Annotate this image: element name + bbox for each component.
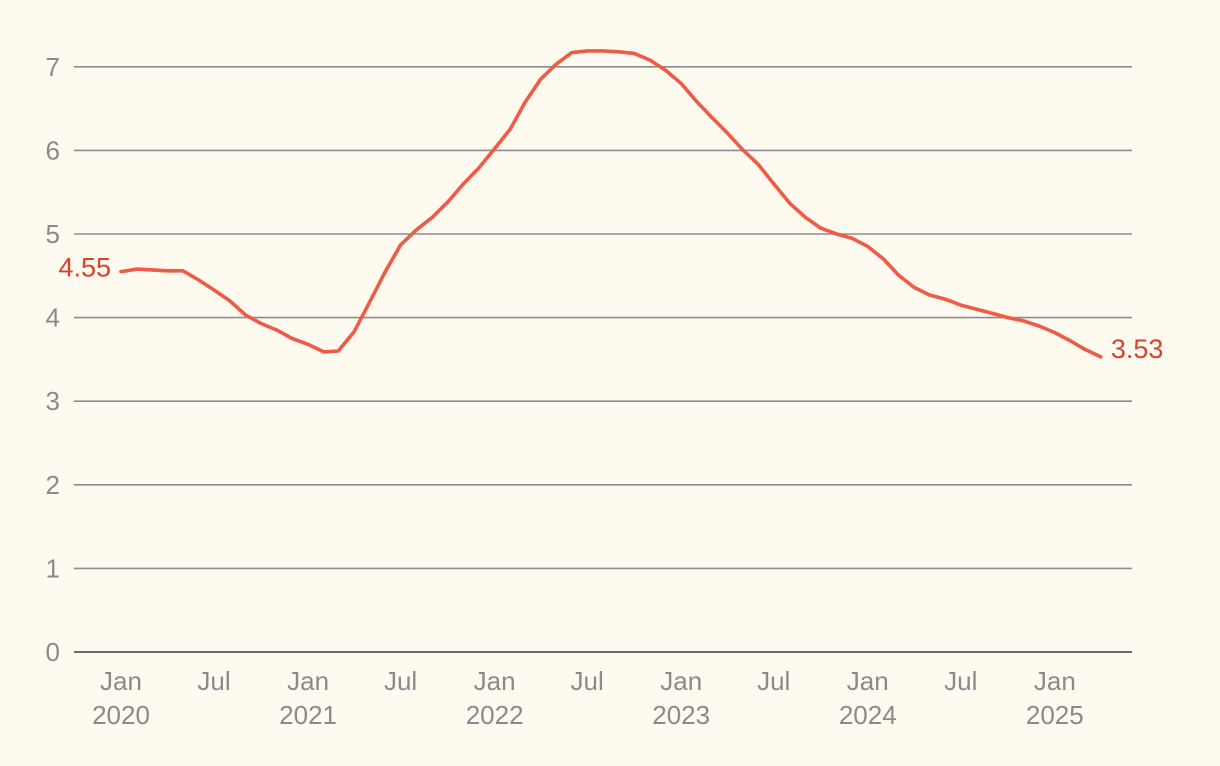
data-point bbox=[756, 163, 761, 167]
data-point bbox=[1022, 319, 1026, 323]
data-point bbox=[943, 297, 948, 301]
data-point bbox=[197, 278, 201, 282]
x-tick-year-label: 2020 bbox=[92, 700, 150, 730]
data-point bbox=[695, 100, 699, 104]
data-point bbox=[1006, 316, 1010, 320]
data-point bbox=[135, 267, 139, 271]
data-point bbox=[290, 336, 294, 341]
data-point bbox=[632, 51, 636, 56]
data-point bbox=[1069, 339, 1073, 343]
data-point bbox=[414, 228, 418, 232]
data-point bbox=[244, 313, 248, 317]
x-tick-label: Jan bbox=[847, 666, 889, 696]
data-point bbox=[990, 311, 995, 315]
data-point bbox=[648, 58, 652, 62]
gridlines bbox=[74, 66, 1132, 653]
data-point bbox=[959, 303, 963, 307]
data-point bbox=[275, 328, 279, 332]
data-point bbox=[912, 285, 916, 290]
data-point bbox=[352, 330, 356, 334]
x-tick-year-label: 2021 bbox=[279, 700, 337, 730]
data-point bbox=[740, 148, 745, 152]
y-tick-label: 5 bbox=[46, 219, 60, 249]
x-tick-label: Jan bbox=[287, 666, 329, 696]
data-point bbox=[617, 50, 621, 54]
data-point bbox=[803, 215, 808, 219]
x-tick-label: Jul bbox=[944, 666, 977, 696]
data-point bbox=[679, 81, 683, 86]
data-point bbox=[367, 301, 371, 305]
data-point bbox=[523, 101, 527, 105]
data-point bbox=[383, 270, 387, 274]
data-point bbox=[788, 201, 792, 205]
data-point bbox=[709, 115, 714, 119]
data-point bbox=[1053, 331, 1057, 335]
data-point bbox=[585, 49, 589, 53]
x-tick-label: Jul bbox=[384, 666, 417, 696]
data-point bbox=[477, 166, 481, 170]
data-point bbox=[725, 131, 729, 135]
data-point bbox=[322, 350, 326, 354]
data-point bbox=[430, 215, 434, 219]
data-point bbox=[835, 232, 839, 236]
x-tick-label: Jul bbox=[197, 666, 230, 696]
data-point bbox=[493, 147, 497, 151]
data-point bbox=[119, 270, 123, 274]
y-tick-label: 0 bbox=[46, 637, 60, 667]
x-tick-label: Jul bbox=[571, 666, 604, 696]
data-point bbox=[601, 49, 605, 53]
data-point bbox=[570, 51, 574, 55]
end-value-label: 3.53 bbox=[1111, 334, 1164, 364]
data-point bbox=[306, 342, 310, 346]
x-tick-label: Jan bbox=[100, 666, 142, 696]
x-tick-label: Jan bbox=[1034, 666, 1076, 696]
x-tick-year-label: 2025 bbox=[1026, 700, 1084, 730]
x-tick-year-label: 2024 bbox=[839, 700, 897, 730]
data-point bbox=[181, 269, 185, 273]
end-value-labels: 4.55 3.53 bbox=[58, 253, 1163, 364]
data-point bbox=[508, 127, 513, 131]
data-point bbox=[896, 273, 901, 277]
data-point bbox=[228, 299, 232, 303]
data-point bbox=[539, 77, 543, 81]
data-point bbox=[819, 226, 823, 230]
data-point bbox=[399, 243, 403, 247]
data-point bbox=[461, 182, 466, 186]
x-tick-year-label: 2022 bbox=[466, 700, 524, 730]
x-tick-label: Jan bbox=[660, 666, 702, 696]
data-point bbox=[866, 244, 870, 249]
start-value-label: 4.55 bbox=[58, 253, 111, 283]
y-tick-label: 6 bbox=[46, 135, 60, 165]
data-point bbox=[928, 293, 932, 297]
data-point bbox=[772, 182, 776, 186]
x-tick-label: Jan bbox=[474, 666, 516, 696]
data-point bbox=[259, 321, 263, 326]
y-tick-label: 7 bbox=[46, 52, 60, 82]
data-point bbox=[1083, 347, 1087, 351]
y-axis-tick-labels: 0 1 2 3 4 5 6 7 bbox=[46, 52, 60, 667]
data-point bbox=[882, 257, 886, 261]
data-point bbox=[336, 349, 340, 353]
series-layer bbox=[119, 49, 1103, 359]
x-axis-tick-labels: Jan 2020 Jul Jan 2021 Jul Jan 2022 Jul Jan 2023 Jul… bbox=[92, 666, 1084, 730]
x-tick-year-label: 2023 bbox=[652, 700, 710, 730]
data-point bbox=[446, 200, 450, 204]
x-tick-label: Jul bbox=[757, 666, 790, 696]
y-tick-label: 1 bbox=[46, 553, 60, 583]
y-tick-label: 4 bbox=[46, 303, 60, 333]
data-point bbox=[554, 62, 558, 66]
data-point bbox=[1099, 355, 1103, 359]
data-point bbox=[850, 236, 854, 240]
data-point bbox=[165, 269, 170, 273]
y-tick-label: 3 bbox=[46, 386, 60, 416]
data-point bbox=[150, 268, 154, 272]
data-point bbox=[212, 288, 216, 292]
data-point bbox=[663, 68, 668, 72]
series-line bbox=[119, 49, 1103, 359]
data-point bbox=[1037, 324, 1041, 328]
data-point bbox=[975, 307, 979, 311]
y-tick-label: 2 bbox=[46, 470, 60, 500]
